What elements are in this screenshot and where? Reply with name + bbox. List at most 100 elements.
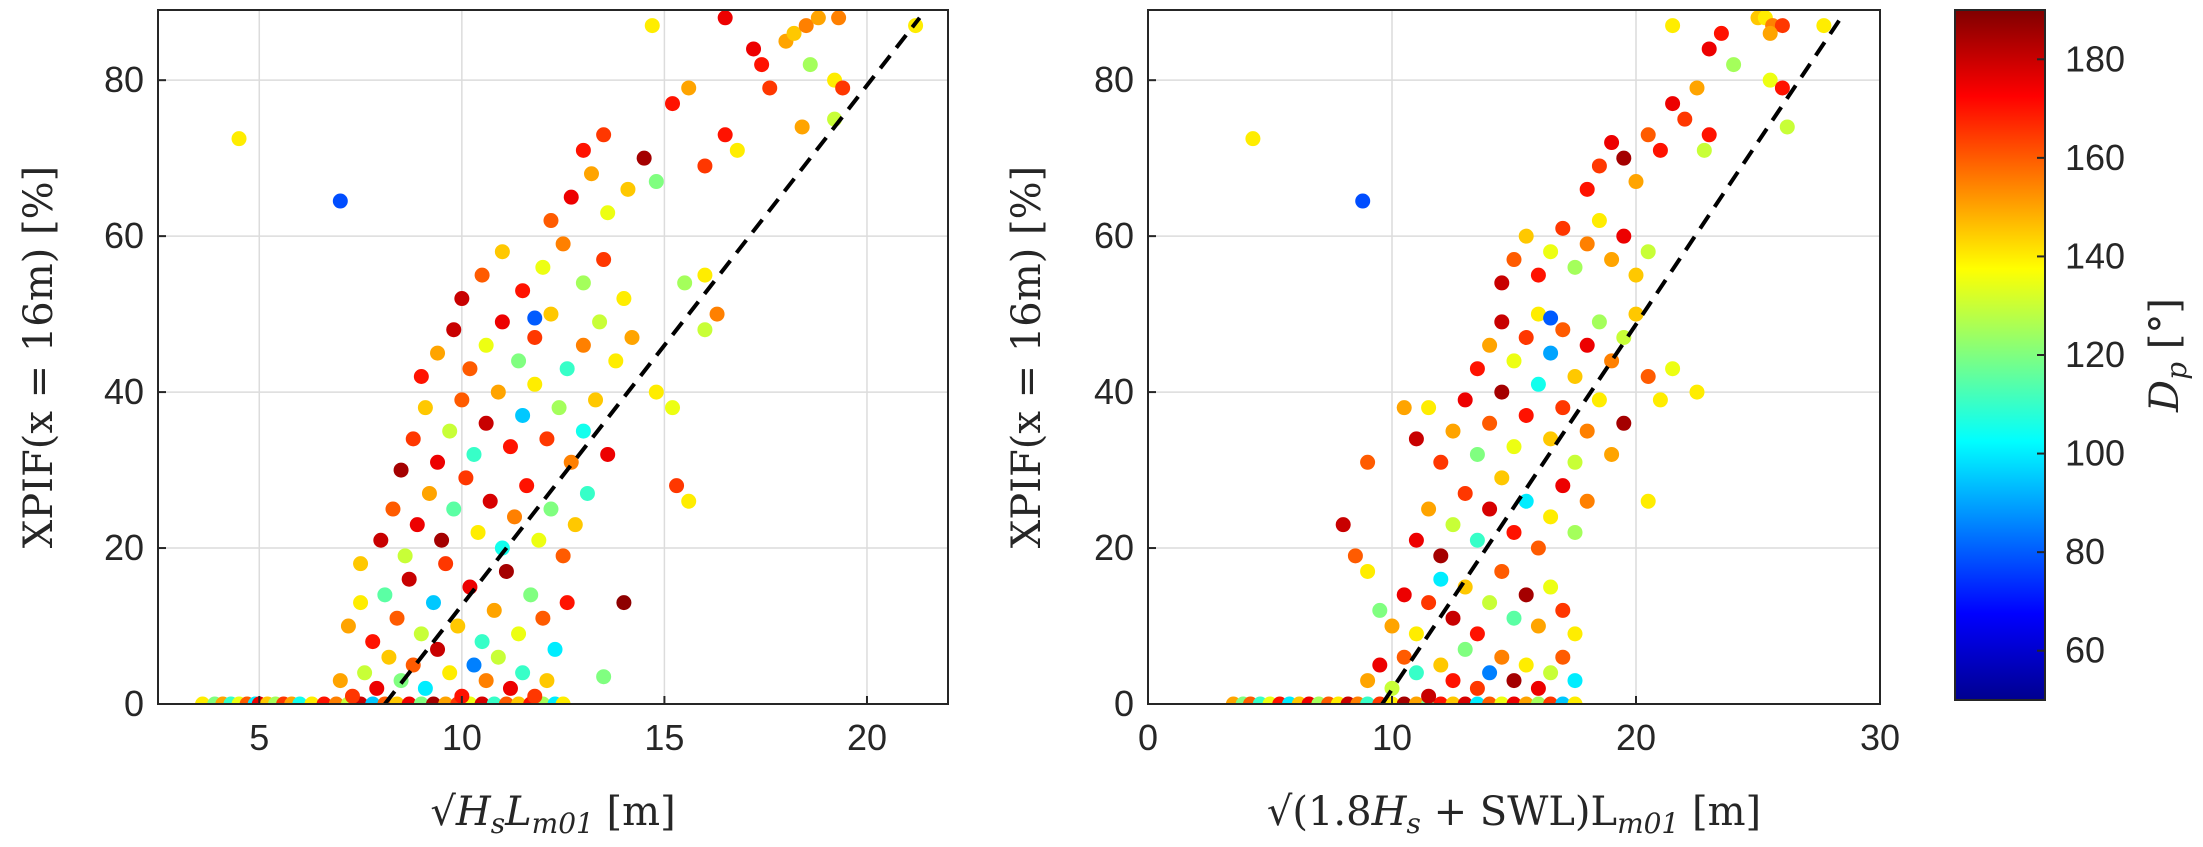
point-left-51 — [502, 680, 518, 696]
point-right-142 — [1616, 150, 1632, 166]
point-left-80 — [434, 532, 450, 548]
point-left-168 — [831, 10, 847, 26]
point-left-82 — [458, 470, 474, 486]
point-left-105 — [539, 431, 555, 447]
point-left-125 — [454, 291, 470, 307]
point-left-93 — [393, 462, 409, 478]
point-right-137 — [1628, 267, 1644, 283]
point-left-163 — [762, 80, 778, 96]
ytick-label-left-0: 0 — [124, 683, 144, 724]
point-left-134 — [527, 310, 543, 326]
point-left-88 — [531, 532, 547, 548]
point-left-128 — [515, 283, 531, 299]
point-left-167 — [810, 10, 826, 26]
colorbar-tick-label-5: 160 — [2065, 137, 2125, 178]
point-right-76 — [1457, 485, 1473, 501]
point-left-99 — [466, 446, 482, 462]
point-left-81 — [446, 501, 462, 517]
point-left-130 — [555, 236, 571, 252]
point-left-97 — [442, 423, 458, 439]
point-left-109 — [588, 392, 604, 408]
point-left-120 — [559, 361, 575, 377]
point-right-26 — [1482, 696, 1498, 704]
point-right-73 — [1421, 501, 1437, 517]
point-right-155 — [1726, 57, 1742, 73]
point-right-50 — [1555, 649, 1571, 665]
point-right-30 — [1530, 696, 1546, 704]
point-left-112 — [430, 345, 446, 361]
point-left-69 — [511, 626, 527, 642]
point-left-79 — [421, 485, 437, 501]
point-right-70 — [1360, 563, 1376, 579]
point-right-136 — [1616, 228, 1632, 244]
point-right-159 — [1774, 18, 1790, 34]
point-left-126 — [474, 267, 490, 283]
colorbar-label: Dp [°] — [2142, 298, 2193, 413]
point-left-45 — [430, 641, 446, 657]
point-left-147 — [669, 478, 685, 494]
point-left-22 — [389, 696, 405, 704]
point-right-81 — [1518, 493, 1534, 509]
point-left-138 — [600, 205, 616, 221]
trend-line-right — [1380, 16, 1843, 704]
point-right-124 — [1640, 493, 1656, 509]
point-left-23 — [401, 696, 417, 704]
point-left-94 — [405, 431, 421, 447]
point-right-161 — [1762, 72, 1778, 88]
colorbar: 60 80 100 120 140 160 180 Dp [°] — [1954, 9, 2193, 701]
point-left-95 — [417, 400, 433, 416]
point-left-24 — [413, 696, 429, 704]
point-left-118 — [527, 330, 543, 346]
point-right-89 — [1433, 454, 1449, 470]
point-left-68 — [498, 563, 514, 579]
point-right-110 — [1506, 353, 1522, 369]
ytick-label-left-1: 20 — [104, 527, 144, 568]
points-left — [195, 10, 924, 704]
point-left-66 — [474, 634, 490, 650]
point-left-86 — [507, 509, 523, 525]
colorbar-tick-label-3: 120 — [2065, 334, 2125, 375]
point-left-135 — [543, 213, 559, 229]
point-left-141 — [596, 127, 612, 143]
point-left-91 — [567, 517, 583, 533]
point-left-89 — [543, 501, 559, 517]
point-right-140 — [1591, 158, 1607, 174]
point-left-127 — [494, 244, 510, 260]
point-right-153 — [1696, 142, 1712, 158]
point-right-152 — [1689, 384, 1705, 400]
point-right-49 — [1543, 665, 1559, 681]
point-left-160 — [717, 10, 733, 26]
point-right-64 — [1518, 587, 1534, 603]
point-right-80 — [1506, 524, 1522, 540]
point-right-102 — [1591, 392, 1607, 408]
point-right-51 — [1567, 673, 1583, 689]
point-left-119 — [543, 306, 559, 322]
point-left-132 — [596, 252, 612, 268]
ticks-left: 5 10 15 20 0 20 40 60 80 — [104, 59, 887, 758]
point-right-116 — [1579, 337, 1595, 353]
point-left-15 — [304, 696, 320, 704]
point-left-30 — [486, 696, 502, 704]
point-right-150 — [1701, 41, 1717, 57]
point-right-79 — [1494, 470, 1510, 486]
colorbar-tick-label-4: 140 — [2065, 235, 2125, 276]
point-right-24 — [1457, 696, 1473, 704]
point-right-113 — [1543, 345, 1559, 361]
point-right-130 — [1543, 244, 1559, 260]
point-right-61 — [1482, 595, 1498, 611]
ytick-label-right-2: 40 — [1094, 371, 1134, 412]
point-left-46 — [442, 665, 458, 681]
point-right-126 — [1494, 275, 1510, 291]
point-right-131 — [1555, 220, 1571, 236]
ytick-label-right-3: 60 — [1094, 215, 1134, 256]
colorbar-gradient — [1954, 9, 2046, 701]
point-right-135 — [1604, 252, 1620, 268]
point-right-103 — [1604, 446, 1620, 462]
point-right-121 — [1640, 368, 1656, 384]
colorbar-tick-label-2: 100 — [2065, 433, 2125, 474]
xtick-label-right-1: 10 — [1372, 717, 1412, 758]
point-right-125 — [1543, 310, 1559, 326]
point-right-41 — [1445, 673, 1461, 689]
point-right-148 — [1689, 80, 1705, 96]
